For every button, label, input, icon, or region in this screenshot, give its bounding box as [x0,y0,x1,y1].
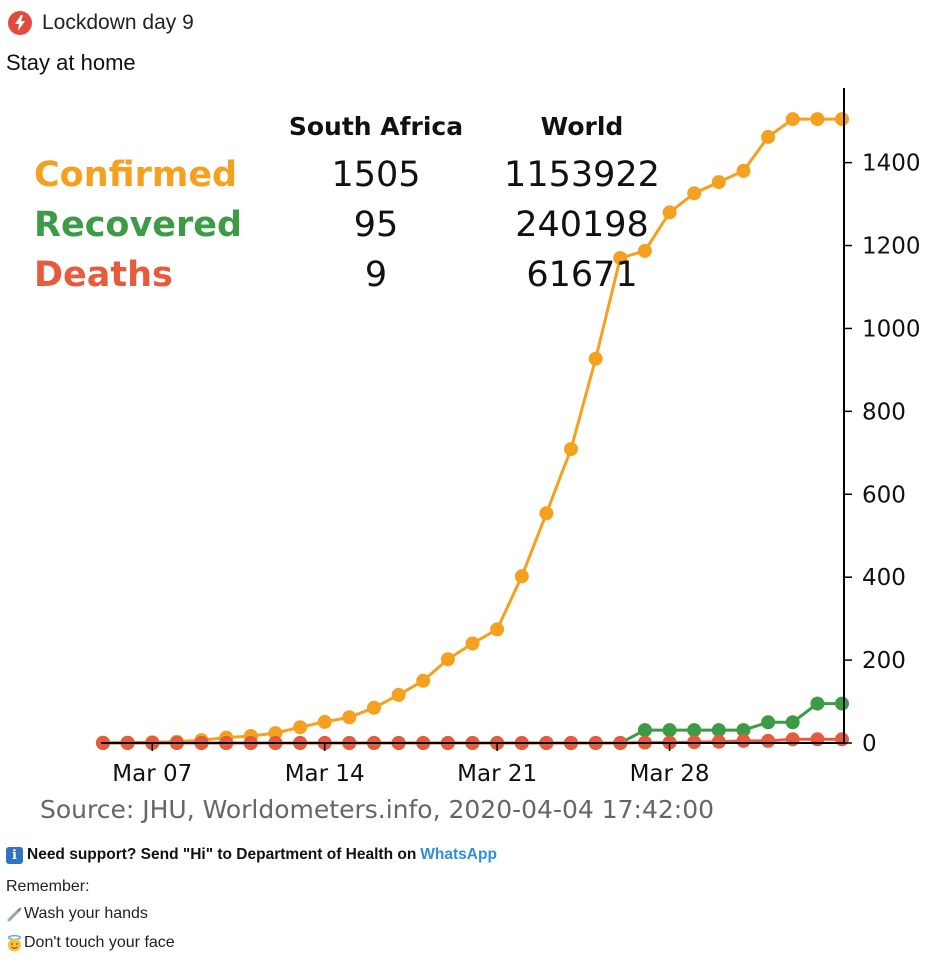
y-tick-label: 1400 [862,151,921,177]
y-tick-label: 1000 [862,316,921,342]
data-point-confirmed [687,186,702,201]
y-tick-label: 600 [862,482,906,508]
data-point-confirmed [514,569,529,584]
y-tick-label: 1200 [862,234,921,260]
data-point-deaths [785,732,800,747]
data-point-recovered [810,696,825,711]
data-point-recovered [662,723,677,738]
data-point-confirmed [736,163,751,178]
data-point-confirmed [637,243,652,258]
data-point-confirmed [613,251,628,265]
data-point-confirmed [588,351,603,366]
stat-label-recovered: Recovered [34,205,242,245]
stat-sa-deaths: 9 [365,255,387,295]
data-point-recovered [785,715,800,730]
covid-chart: 0 200 400 600 800 1000 1200 1400 Mar 07 Mar 14 Mar… [34,88,921,824]
y-tick-label: 0 [862,731,877,757]
data-point-confirmed [391,687,406,702]
subtitle: Stay at home [6,50,136,75]
remember-title: Remember: [6,878,90,895]
syringe-icon [6,906,23,923]
header-title: Lockdown day 9 [42,11,194,34]
support-text: Need support? Send "Hi" to Department of… [27,846,417,863]
col-header-south-africa: South Africa [289,112,463,141]
data-point-deaths [736,733,751,748]
header: Lockdown day 9 [8,8,194,38]
data-point-confirmed [440,652,455,667]
data-point-confirmed [662,205,677,220]
data-point-confirmed [564,442,578,457]
y-tick-label: 200 [862,648,906,674]
data-point-recovered [835,696,849,711]
support-line: i Need support? Send "Hi" to Department … [6,846,497,864]
source-text: Source: JHU, Worldometers.info, 2020-04-… [40,795,714,824]
data-point-confirmed [293,720,308,735]
data-point-confirmed [490,622,505,637]
data-point-deaths [835,732,849,747]
x-tick-label: Mar 14 [285,761,365,787]
y-tick-label: 800 [862,399,906,425]
x-tick-label: Mar 07 [112,761,192,787]
stat-world-deaths: 61671 [526,255,637,295]
data-point-confirmed [268,726,283,741]
data-point-confirmed [785,112,800,127]
data-point-confirmed [367,700,381,715]
stat-world-confirmed: 1153922 [504,155,660,195]
data-point-deaths [810,732,825,747]
x-tick-label: Mar 28 [630,761,710,787]
x-tick-label: Mar 21 [457,761,537,787]
data-point-recovered [637,723,652,738]
angel-face-icon [6,934,23,952]
data-point-recovered [711,723,726,738]
red-lightning-icon [8,11,32,35]
data-point-confirmed [810,112,825,127]
col-header-world: World [541,112,624,141]
stat-sa-confirmed: 1505 [331,155,420,195]
data-point-recovered [761,715,776,730]
y-tick-label: 400 [862,565,906,591]
data-point-confirmed [539,506,554,521]
tip-text: Don't touch your face [24,934,175,951]
stat-label-confirmed: Confirmed [34,155,237,195]
stat-world-recovered: 240198 [515,205,649,245]
tip-wash-hands: Wash your hands [6,905,148,923]
data-point-recovered [687,723,702,738]
stat-label-deaths: Deaths [34,255,173,295]
tip-dont-touch-face: Don't touch your face [6,934,175,952]
data-point-confirmed [342,710,357,725]
stat-sa-recovered: 95 [354,205,399,245]
whatsapp-link[interactable]: WhatsApp [420,846,497,863]
data-point-deaths [761,733,776,748]
tip-text: Wash your hands [24,905,148,922]
data-point-confirmed [416,673,431,688]
data-point-confirmed [317,714,332,729]
data-point-deaths [711,734,726,749]
info-icon: i [6,846,23,864]
data-point-confirmed [711,175,726,190]
data-point-confirmed [465,636,480,651]
data-point-recovered [736,723,751,738]
data-point-confirmed [835,112,849,127]
data-point-confirmed [761,129,776,144]
